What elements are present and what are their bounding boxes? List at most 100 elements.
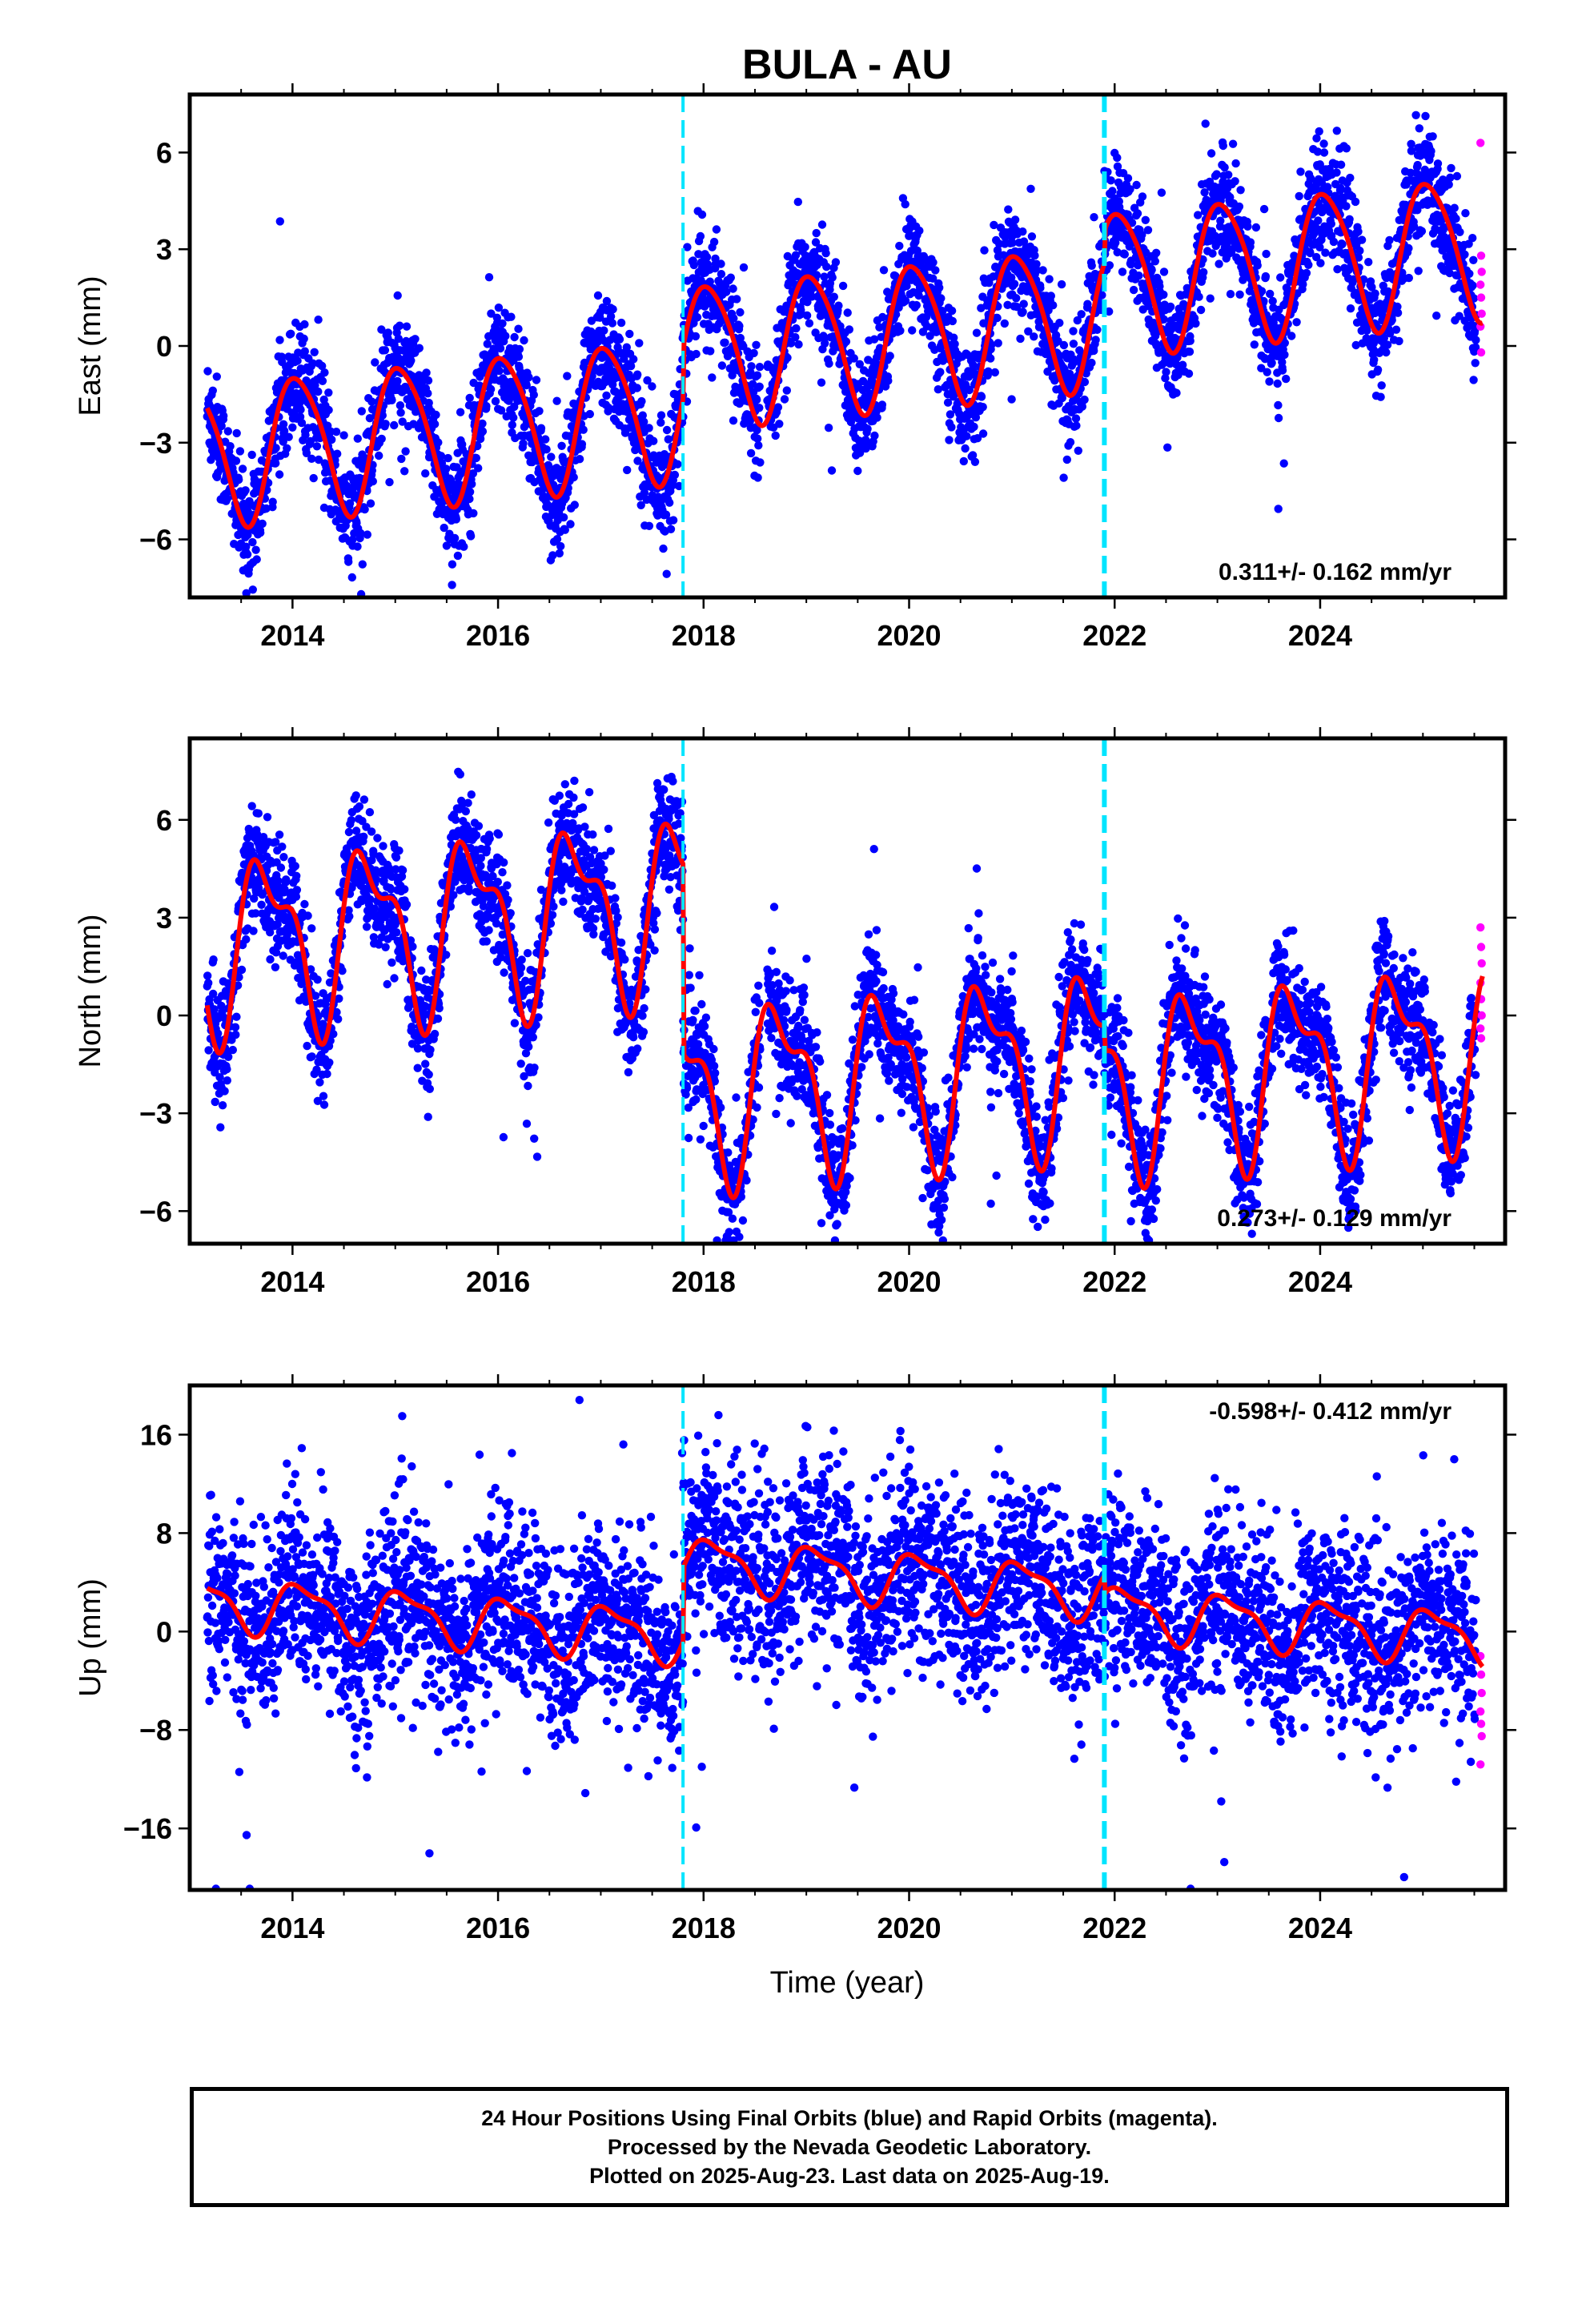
data-point bbox=[977, 392, 986, 401]
data-point bbox=[717, 259, 725, 268]
data-point bbox=[251, 545, 260, 554]
data-point bbox=[821, 249, 830, 258]
data-point bbox=[948, 316, 958, 326]
data-point bbox=[608, 319, 617, 328]
data-point bbox=[482, 401, 491, 411]
data-point bbox=[466, 532, 476, 541]
data-point bbox=[736, 333, 745, 343]
data-point bbox=[448, 560, 457, 569]
data-point bbox=[544, 460, 552, 470]
data-point bbox=[308, 359, 317, 368]
data-point bbox=[1287, 332, 1296, 340]
data-point bbox=[1008, 239, 1017, 247]
data-point bbox=[1108, 187, 1117, 195]
data-point bbox=[411, 335, 420, 344]
data-point bbox=[469, 509, 478, 518]
data-point bbox=[397, 454, 406, 464]
data-point bbox=[965, 385, 974, 395]
data-point bbox=[950, 340, 959, 348]
data-point bbox=[783, 353, 792, 362]
data-point bbox=[1450, 203, 1459, 212]
data-point bbox=[721, 338, 729, 347]
data-point bbox=[1385, 235, 1394, 245]
data-point bbox=[1059, 473, 1068, 482]
data-point bbox=[1319, 139, 1328, 148]
data-point bbox=[292, 871, 301, 881]
data-point bbox=[945, 436, 954, 444]
data-point bbox=[248, 537, 257, 547]
data-point bbox=[1471, 359, 1480, 368]
data-point bbox=[508, 420, 516, 429]
data-point bbox=[223, 427, 232, 436]
data-point bbox=[297, 418, 307, 428]
data-point bbox=[1113, 153, 1122, 163]
data-point bbox=[1077, 310, 1086, 319]
data-point bbox=[782, 386, 791, 395]
data-point bbox=[1332, 127, 1342, 135]
data-point bbox=[822, 262, 831, 271]
data-point bbox=[970, 422, 978, 432]
data-point bbox=[258, 519, 267, 529]
data-point bbox=[1162, 368, 1170, 376]
data-point bbox=[247, 450, 256, 460]
data-point bbox=[1282, 374, 1291, 384]
data-point bbox=[377, 325, 386, 334]
data-point bbox=[753, 425, 761, 435]
data-point bbox=[1432, 312, 1441, 320]
data-point bbox=[717, 270, 726, 279]
data-point bbox=[1026, 184, 1035, 193]
data-point bbox=[226, 442, 235, 451]
data-point bbox=[884, 376, 893, 385]
data-point bbox=[377, 434, 386, 444]
data-point bbox=[307, 1052, 316, 1061]
data-point bbox=[483, 340, 492, 348]
data-point bbox=[402, 322, 412, 331]
data-point bbox=[1304, 260, 1313, 269]
data-point bbox=[440, 523, 448, 533]
data-point bbox=[644, 424, 653, 432]
data-point bbox=[390, 420, 399, 430]
data-point bbox=[524, 373, 533, 382]
data-point bbox=[468, 469, 478, 478]
data-point bbox=[579, 425, 588, 434]
data-point bbox=[585, 409, 594, 419]
data-point bbox=[453, 551, 463, 561]
data-point bbox=[943, 398, 953, 407]
rapid-point bbox=[1476, 348, 1486, 357]
data-point bbox=[891, 271, 900, 280]
data-point bbox=[895, 241, 904, 251]
data-point bbox=[478, 419, 487, 428]
data-point bbox=[450, 533, 460, 543]
data-point bbox=[1074, 446, 1083, 455]
data-point bbox=[729, 314, 738, 323]
data-point bbox=[831, 258, 841, 267]
data-point bbox=[1038, 266, 1047, 275]
data-point bbox=[279, 951, 287, 960]
data-point bbox=[1172, 388, 1181, 397]
data-point bbox=[644, 521, 654, 530]
data-point bbox=[318, 361, 327, 371]
data-point bbox=[203, 971, 212, 980]
data-point bbox=[380, 346, 390, 355]
data-point bbox=[756, 458, 765, 467]
data-point bbox=[656, 418, 665, 427]
data-point bbox=[729, 416, 738, 425]
data-point bbox=[291, 862, 299, 870]
rapid-point bbox=[1477, 309, 1486, 318]
data-point bbox=[733, 295, 741, 304]
data-point bbox=[394, 334, 403, 344]
data-point bbox=[396, 408, 405, 417]
data-point bbox=[635, 339, 644, 348]
data-point bbox=[736, 308, 745, 317]
data-point bbox=[211, 1097, 219, 1107]
data-point bbox=[263, 813, 272, 822]
data-point bbox=[444, 453, 452, 463]
data-point bbox=[1199, 267, 1208, 277]
data-point bbox=[1332, 168, 1341, 177]
data-point bbox=[640, 417, 648, 426]
data-point bbox=[275, 830, 284, 839]
data-point bbox=[1080, 395, 1089, 404]
data-point bbox=[204, 979, 213, 987]
data-point bbox=[1417, 227, 1427, 235]
